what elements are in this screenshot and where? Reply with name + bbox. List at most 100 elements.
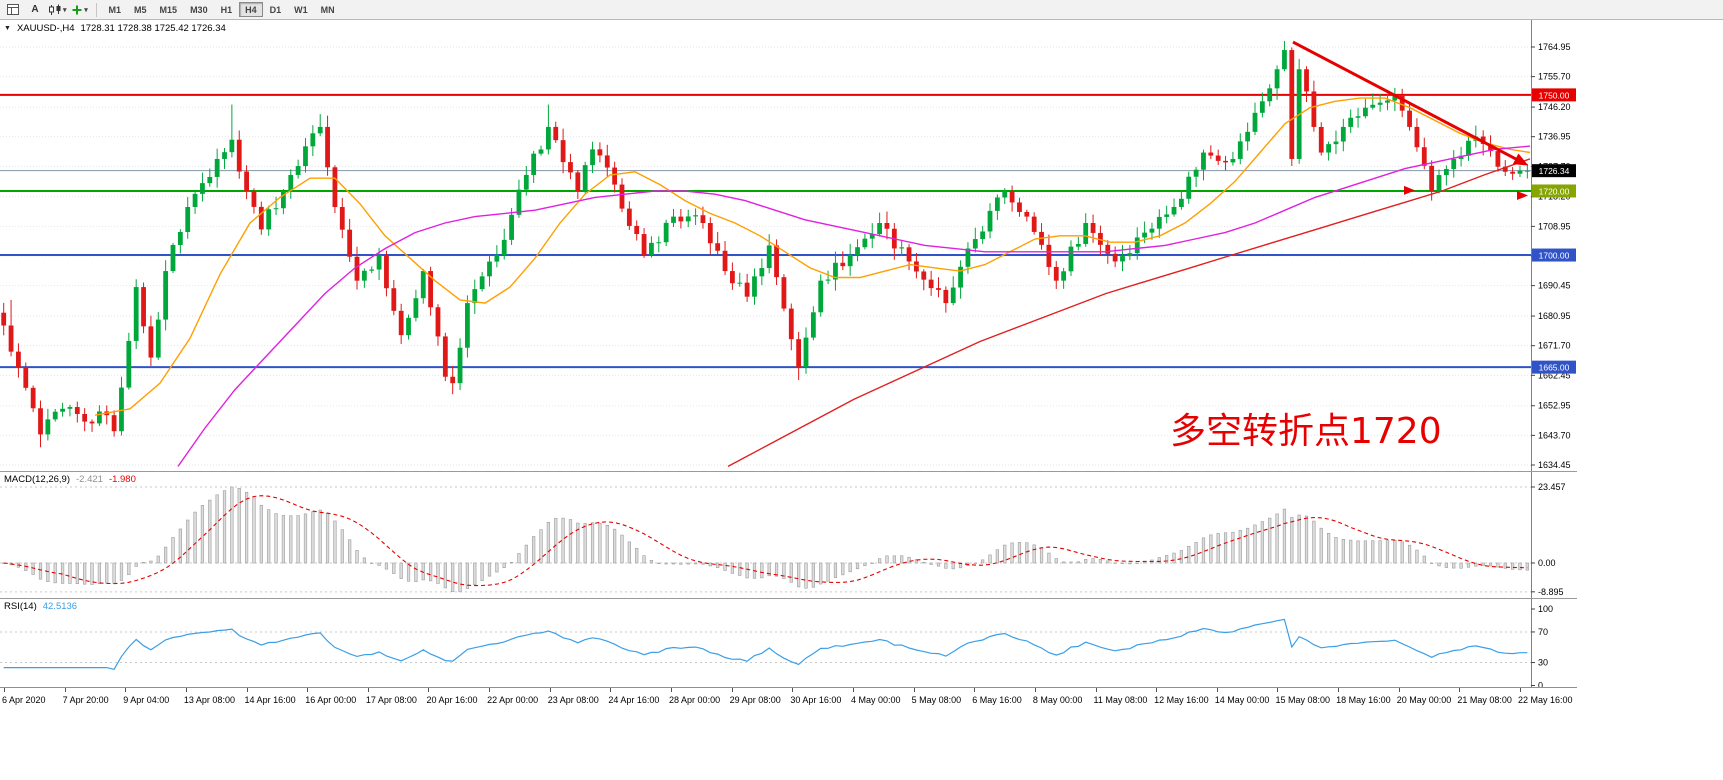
time-tick — [974, 688, 976, 692]
time-label: 23 Apr 08:00 — [547, 695, 599, 705]
collapse-icon[interactable]: ▼ — [4, 25, 11, 32]
time-label: 24 Apr 16:00 — [608, 695, 660, 705]
svg-text:1764.95: 1764.95 — [1538, 42, 1571, 52]
ma-slow-line — [727, 158, 1531, 468]
time-label: 13 Apr 08:00 — [183, 695, 235, 705]
macd-histogram — [2, 486, 1529, 593]
time-tick — [246, 688, 248, 692]
svg-text:1680.95: 1680.95 — [1538, 311, 1571, 321]
svg-text:1746.20: 1746.20 — [1538, 102, 1571, 112]
time-tick — [1459, 688, 1461, 692]
time-tick — [489, 688, 491, 692]
time-tick — [1216, 688, 1218, 692]
time-label: 22 May 16:00 — [1518, 695, 1573, 705]
timeframe-button-mn[interactable]: MN — [315, 2, 341, 17]
toolbar-separator — [95, 2, 97, 17]
svg-text:70: 70 — [1538, 627, 1548, 637]
macd-value-main: -2.421 — [76, 474, 103, 485]
right-arrow-marker[interactable] — [1404, 185, 1415, 195]
time-tick — [185, 688, 187, 692]
time-label: 29 Apr 08:00 — [729, 695, 781, 705]
time-tick — [125, 688, 127, 692]
svg-text:100: 100 — [1538, 604, 1553, 614]
price-axis[interactable]: 1764.951755.701746.201736.951727.701718.… — [1531, 20, 1576, 471]
timeframe-button-m30[interactable]: M30 — [184, 2, 214, 17]
time-tick — [610, 688, 612, 692]
macd-signal-line — [3, 495, 1528, 587]
time-label: 30 Apr 16:00 — [790, 695, 842, 705]
svg-text:30: 30 — [1538, 658, 1548, 668]
time-label: 14 Apr 16:00 — [244, 695, 296, 705]
right-arrow-marker[interactable] — [1517, 190, 1528, 200]
time-tick — [792, 688, 794, 692]
add-indicator-button[interactable]: ▾ — [70, 1, 90, 18]
toolbar: A ▾ ▾ M1 M5 M15 M30 H1 H4 D1 W1 MN — [0, 0, 1723, 20]
chart-title: ▼ XAUUSD-,H4 1728.31 1728.38 1725.42 172… — [4, 23, 226, 34]
rsi-title: RSI(14) 42.5136 — [4, 601, 77, 612]
svg-text:1700.00: 1700.00 — [1539, 251, 1570, 261]
macd-label: MACD(12,26,9) — [4, 474, 70, 485]
time-tick — [1520, 688, 1521, 692]
svg-text:-8.895: -8.895 — [1538, 587, 1564, 597]
timeframe-button-m1[interactable]: M1 — [103, 2, 128, 17]
svg-text:0: 0 — [1538, 681, 1543, 688]
panel-splitter[interactable] — [0, 598, 1577, 599]
time-label: 21 May 08:00 — [1457, 695, 1512, 705]
time-label: 22 Apr 00:00 — [487, 695, 539, 705]
time-label: 11 May 08:00 — [1093, 695, 1148, 705]
chevron-down-icon: ▾ — [63, 6, 67, 14]
rsi-label: RSI(14) — [4, 601, 37, 612]
text-tool-button[interactable]: A — [25, 1, 45, 18]
svg-text:1671.70: 1671.70 — [1538, 341, 1571, 351]
time-tick — [367, 688, 369, 692]
macd-canvas[interactable]: 23.457 0.00 -8.895 — [0, 472, 1577, 598]
time-label: 18 May 16:00 — [1336, 695, 1391, 705]
svg-text:0.00: 0.00 — [1538, 558, 1556, 568]
price-badge-1700.00 — [1532, 248, 1576, 262]
time-tick — [1156, 688, 1158, 692]
time-tick — [1338, 688, 1340, 692]
timeframe-group: M1 M5 M15 M30 H1 H4 D1 W1 MN — [103, 2, 341, 17]
time-label: 8 May 00:00 — [1032, 695, 1083, 705]
main-chart-canvas[interactable]: 1764.951755.701746.201736.951727.701718.… — [0, 20, 1577, 471]
rsi-value: 42.5136 — [42, 601, 78, 612]
ma-medium-line — [177, 145, 1531, 467]
svg-text:1652.95: 1652.95 — [1538, 401, 1571, 411]
time-label: 9 Apr 04:00 — [123, 695, 170, 705]
chart-type-button[interactable]: ▾ — [47, 1, 68, 18]
timeframe-button-w1[interactable]: W1 — [288, 2, 314, 17]
chevron-down-icon: ▾ — [84, 6, 88, 14]
chart-windows-button[interactable] — [3, 1, 23, 18]
svg-text:1726.34: 1726.34 — [1539, 166, 1570, 176]
timeframe-button-h1[interactable]: H1 — [215, 2, 239, 17]
candles — [1, 40, 1530, 448]
timeframe-button-d1[interactable]: D1 — [264, 2, 288, 17]
time-tick — [852, 688, 854, 692]
descending-trend-line[interactable] — [1292, 40, 1523, 164]
rsi-line — [3, 618, 1528, 670]
timeframe-button-m5[interactable]: M5 — [128, 2, 153, 17]
macd-panel: 23.457 0.00 -8.895 MACD(12,26,9) -2.421 -1… — [0, 472, 1577, 598]
time-label: 15 May 08:00 — [1275, 695, 1330, 705]
svg-text:1662.45: 1662.45 — [1538, 370, 1571, 380]
time-axis[interactable]: 6 Apr 2020 7 Apr 20:00 9 Apr 04:00 13 Apr 0… — [0, 687, 1577, 710]
panel-splitter[interactable] — [0, 471, 1577, 472]
time-label: 20 May 00:00 — [1396, 695, 1452, 705]
trend-line-arrow[interactable] — [1512, 153, 1529, 166]
chart-windows-icon — [7, 4, 19, 15]
time-tick — [1095, 688, 1097, 692]
macd-value-signal: -1.980 — [108, 474, 136, 485]
symbol-period-label: XAUUSD-,H4 — [16, 23, 75, 34]
time-label: 7 Apr 20:00 — [62, 695, 109, 705]
timeframe-button-m15[interactable]: M15 — [154, 2, 184, 17]
svg-text:1634.45: 1634.45 — [1538, 460, 1571, 470]
svg-text:1643.70: 1643.70 — [1538, 430, 1571, 440]
main-chart-panel: 1764.951755.701746.201736.951727.701718.… — [0, 20, 1577, 471]
svg-text:1720.00: 1720.00 — [1539, 186, 1570, 196]
timeframe-button-h4[interactable]: H4 — [239, 2, 263, 17]
time-tick — [549, 688, 551, 692]
price-badge-1750.00 — [1532, 88, 1576, 102]
time-label: 14 May 00:00 — [1214, 695, 1270, 705]
rsi-canvas[interactable]: 100 70 30 0 — [0, 599, 1577, 687]
